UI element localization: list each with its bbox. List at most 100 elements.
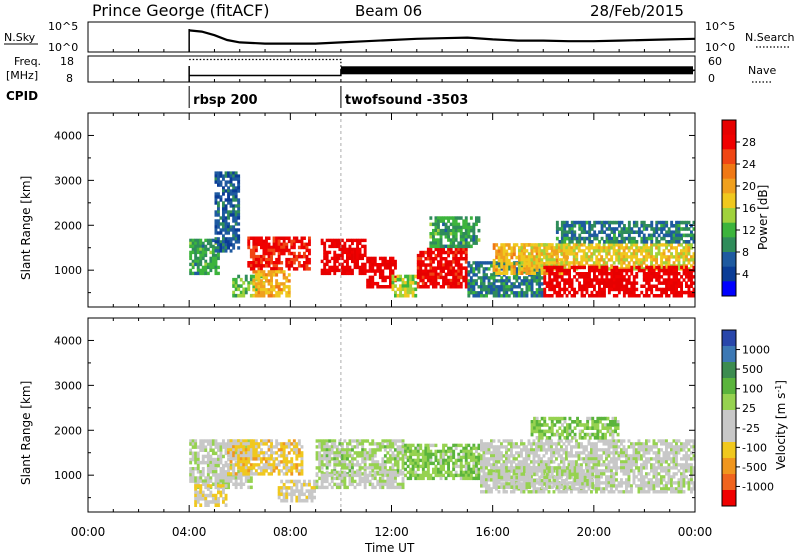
heatmap-cell — [391, 287, 395, 292]
heatmap-cell — [650, 278, 654, 282]
heatmap-cell — [662, 255, 666, 259]
heatmap-cell — [467, 282, 471, 286]
heatmap-cell — [464, 461, 468, 466]
heatmap-cell — [585, 261, 589, 265]
heatmap-cell — [487, 472, 491, 476]
heatmap-cell — [232, 290, 236, 295]
heatmap-cell — [257, 282, 261, 286]
heatmap-cell — [214, 467, 218, 471]
heatmap-cell — [570, 230, 574, 234]
heatmap-cell — [652, 284, 656, 288]
heatmap-cell — [447, 228, 450, 233]
heatmap-cell — [227, 240, 230, 244]
heatmap-cell — [495, 279, 499, 283]
heatmap-cell — [297, 439, 301, 443]
heatmap-cell — [257, 291, 261, 295]
heatmap-cell — [416, 272, 420, 277]
heatmap-cell — [394, 473, 397, 478]
heatmap-cell — [522, 457, 526, 461]
heatmap-cell — [229, 204, 233, 208]
heatmap-cell — [605, 240, 609, 244]
heatmap-cell — [454, 461, 458, 466]
heatmap-cell — [627, 230, 631, 234]
heatmap-cell — [262, 276, 266, 280]
heatmap-cell — [520, 490, 523, 494]
heatmap-cell — [234, 219, 238, 223]
heatmap-cell — [675, 227, 678, 231]
heatmap-cell — [557, 451, 561, 455]
heatmap-cell — [439, 260, 443, 264]
heatmap-cell — [214, 470, 218, 474]
heatmap-cell — [318, 460, 322, 464]
heatmap-cell — [540, 475, 543, 479]
heatmap-cell — [490, 475, 493, 479]
heatmap-cell — [439, 452, 443, 457]
heatmap-cell — [642, 258, 646, 262]
heatmap-cell — [330, 448, 334, 452]
heatmap-cell — [558, 287, 562, 292]
heatmap-cell — [467, 443, 471, 448]
heatmap-cell — [262, 251, 266, 256]
heatmap-cell — [211, 470, 215, 474]
heatmap-cell — [452, 250, 456, 255]
heatmap-cell — [444, 232, 448, 236]
heatmap-cell — [464, 281, 468, 286]
heatmap-cell — [267, 236, 271, 240]
heatmap-cell — [553, 287, 557, 292]
heatmap-cell — [239, 466, 243, 470]
heatmap-cell — [421, 272, 425, 277]
heatmap-cell — [214, 180, 218, 184]
heatmap-cell — [687, 278, 691, 282]
heatmap-cell — [692, 227, 696, 231]
heatmap-cell — [582, 249, 586, 253]
heatmap-cell — [432, 285, 435, 289]
heatmap-cell — [598, 240, 601, 244]
heatmap-cell — [234, 213, 238, 217]
heatmap-cell — [462, 449, 466, 454]
heatmap-cell — [204, 259, 208, 264]
heatmap-cell — [510, 460, 513, 464]
heatmap-cell — [386, 482, 390, 487]
heatmap-cell — [209, 268, 213, 273]
heatmap-cell — [610, 255, 614, 259]
heatmap-cell — [550, 249, 554, 253]
heatmap-cell — [196, 262, 200, 267]
heatmap-cell — [429, 455, 433, 460]
heatmap-cell — [234, 293, 238, 298]
heatmap-cell — [570, 454, 573, 458]
heatmap-cell — [247, 442, 251, 446]
heatmap-cell — [394, 277, 397, 282]
beam-title: Beam 06 — [355, 2, 422, 20]
heatmap-cell — [234, 216, 238, 220]
heatmap-cell — [356, 442, 359, 446]
heatmap-cell — [462, 473, 466, 478]
heatmap-cell — [588, 272, 591, 276]
heatmap-cell — [505, 243, 509, 247]
heatmap-cell — [429, 461, 433, 466]
heatmap-cell — [424, 285, 428, 289]
heatmap-cell — [396, 482, 400, 487]
heatmap-cell — [687, 294, 691, 298]
heatmap-cell — [555, 272, 559, 276]
heatmap-cell — [482, 279, 486, 283]
heatmap-cell — [457, 285, 461, 289]
heatmap-cell — [439, 464, 443, 469]
heatmap-cell — [356, 259, 359, 264]
heatmap-cell — [522, 255, 526, 259]
heatmap-cell — [598, 294, 601, 298]
heatmap-cell — [252, 284, 256, 288]
heatmap-cell — [490, 439, 493, 443]
heatmap-cell — [346, 268, 349, 273]
heatmap-cell — [356, 256, 359, 261]
heatmap-cell — [330, 451, 334, 455]
heatmap-cell — [469, 467, 473, 472]
heatmap-cell — [396, 274, 400, 279]
freq-label-bottom: [MHz] — [6, 69, 38, 82]
heatmap-cell — [464, 464, 468, 469]
heatmap-cell — [206, 262, 210, 267]
heatmap-cell — [442, 449, 445, 454]
heatmap-cell — [560, 261, 564, 265]
heatmap-cell — [650, 240, 654, 244]
heatmap-cell — [280, 442, 284, 446]
heatmap-cell — [578, 233, 582, 238]
